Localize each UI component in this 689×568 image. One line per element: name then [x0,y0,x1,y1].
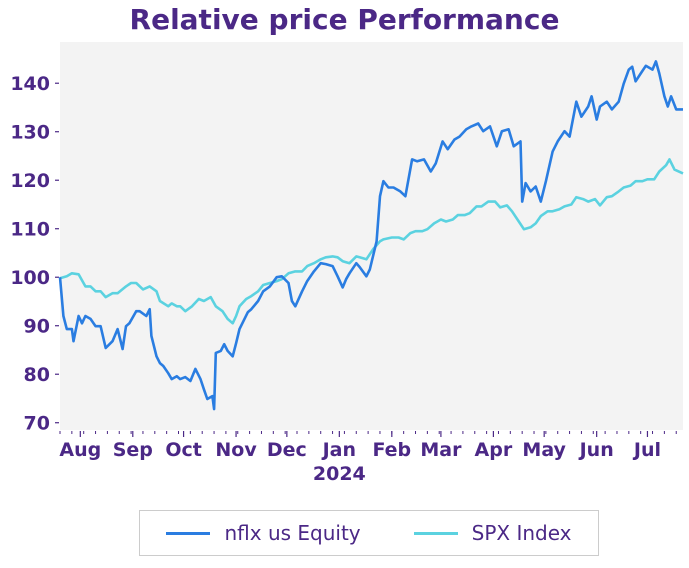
y-tick-label: 100 [10,267,50,289]
y-axis: 70 80 90 100 110 120 130 140 [10,73,59,435]
x-tick-label: Jun [578,439,614,461]
x-tick-label: Jul [632,439,661,461]
y-tick-label: 110 [10,219,50,241]
x-tick-label: Jan [321,439,356,461]
x-tick-label: Nov [215,439,257,461]
x-tick-label: Feb [372,439,411,461]
x-tick-label: Oct [165,439,202,461]
line-chart: 70 80 90 100 110 120 130 140 Aug Sep Oct Nov Dec Jan… [10,42,684,485]
legend: nflx us Equity SPX Index [139,510,599,556]
x-tick-label: Apr [475,439,513,461]
x-tick-sublabel: 2024 [313,463,366,485]
legend-item-spx: SPX Index [413,521,572,545]
chart-title: Relative price Performance [129,3,560,36]
y-tick-label: 120 [10,170,50,192]
legend-swatch-nflx [166,531,211,535]
legend-label-nflx: nflx us Equity [224,521,361,545]
legend-label-spx: SPX Index [471,521,572,545]
series-line-nflx [58,60,683,411]
x-tick-label: May [522,439,566,461]
x-tick-label: Sep [113,439,153,461]
y-tick-label: 140 [10,73,50,95]
series-line-spx [59,158,684,325]
y-tick-label: 80 [24,364,50,386]
y-tick-label: 70 [24,413,50,435]
x-tick-label: Mar [420,439,462,461]
y-tick-label: 90 [24,316,50,338]
x-tick-label: Aug [59,439,101,461]
y-tick-label: 130 [10,122,50,144]
legend-swatch-spx [413,531,458,535]
legend-item-nflx: nflx us Equity [166,521,361,545]
x-tick-label: Dec [267,439,307,461]
series-lines [58,60,684,411]
